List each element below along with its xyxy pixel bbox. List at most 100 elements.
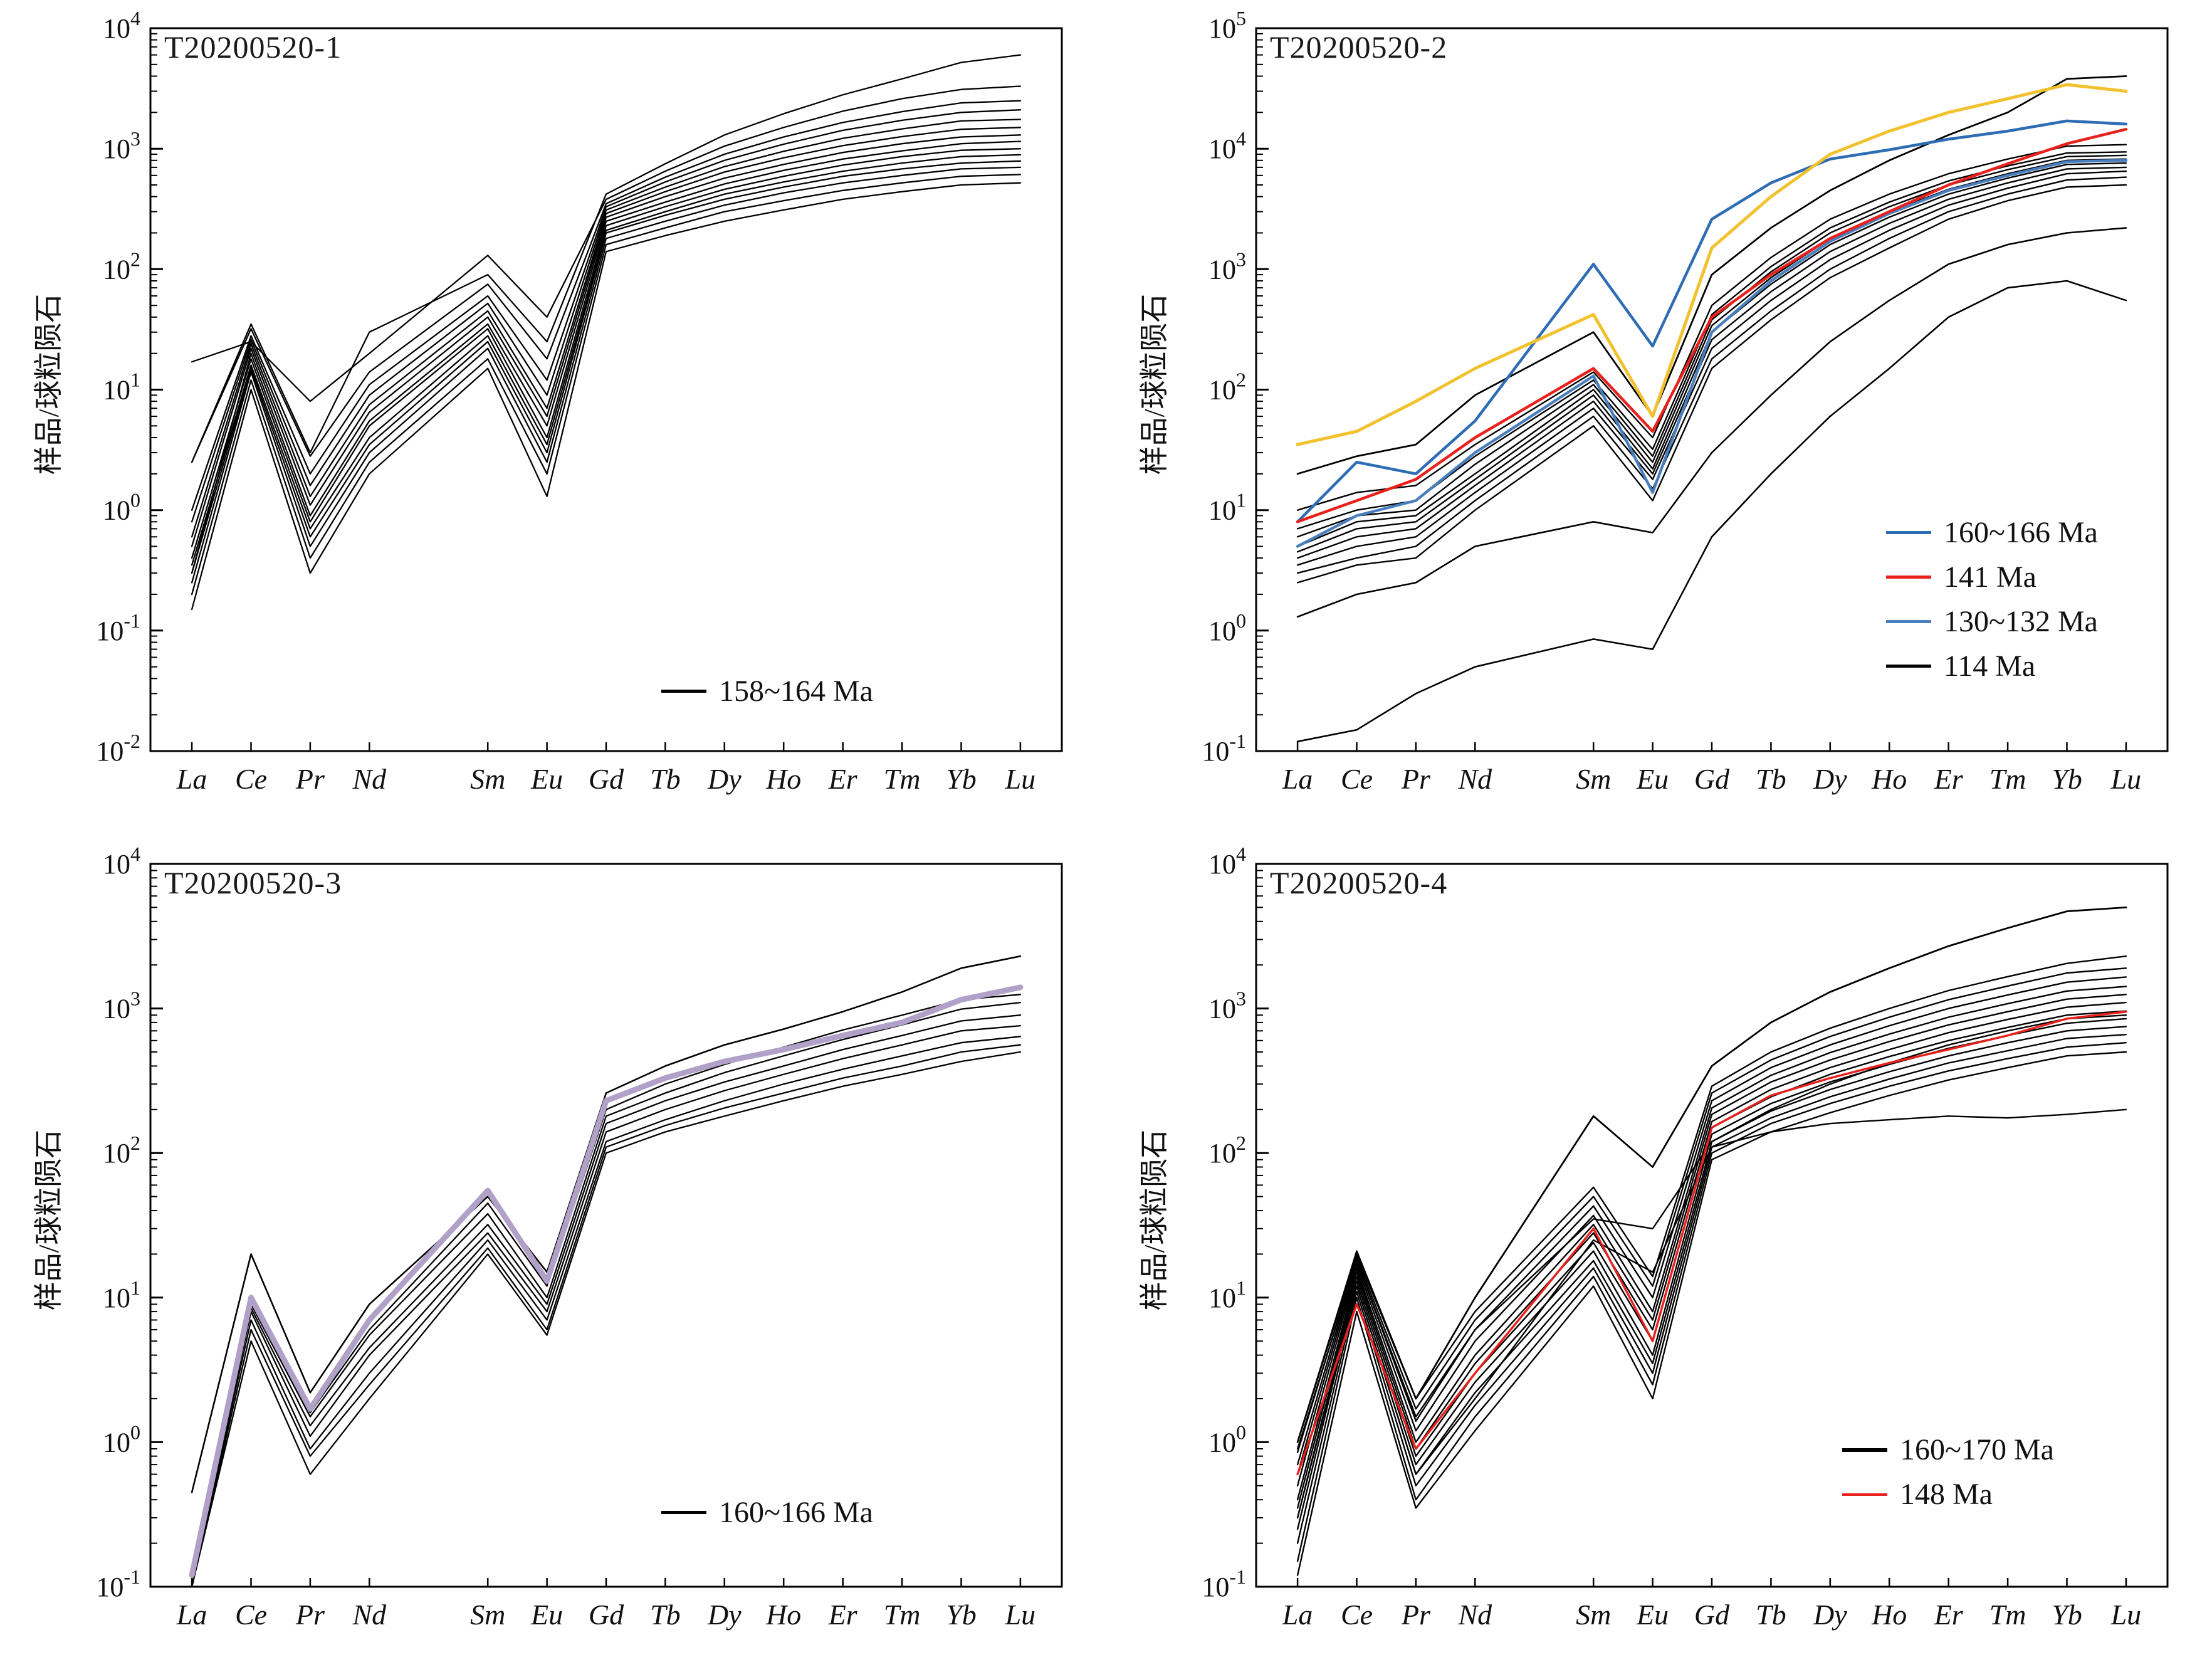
x-tick-label: Tb	[650, 763, 681, 795]
y-tick-label: 101	[103, 1276, 140, 1313]
x-tick-label: Tb	[650, 1599, 681, 1631]
series-line	[1296, 1001, 2127, 1501]
x-tick-label: Gd	[1694, 763, 1730, 795]
x-tick-label: Lu	[2110, 763, 2142, 795]
legend-label: 148 Ma	[1900, 1478, 1993, 1511]
panel-title: T20200520-2	[1270, 29, 1448, 65]
series-line	[191, 134, 1022, 547]
legend-label: 160~166 Ma	[1944, 516, 2098, 549]
legend-line-swatch	[661, 690, 706, 693]
y-tick-label: 101	[1208, 1276, 1246, 1313]
x-tick-label: Yb	[2052, 1599, 2082, 1631]
series-line	[1296, 227, 2127, 618]
series-line	[191, 148, 1022, 559]
series-line	[191, 994, 1022, 1576]
series-line	[1296, 976, 2127, 1466]
x-tick-label: La	[176, 1599, 207, 1631]
series-line	[1296, 119, 2128, 523]
y-tick-label: 103	[103, 127, 140, 164]
series-line	[1296, 184, 2127, 584]
legend-line-swatch	[1842, 1448, 1887, 1452]
series-line	[189, 984, 1024, 1579]
legend: 160~166 Ma 141 Ma 130~132 Ma 114 Ma	[1886, 515, 2098, 683]
plot-frame	[149, 863, 1063, 1588]
legend: 158~164 Ma	[661, 674, 873, 708]
legend-line-swatch	[1886, 665, 1931, 668]
x-tick-label: Ce	[1341, 1599, 1373, 1631]
series-line	[1296, 159, 2128, 548]
x-tick-label: Tm	[1989, 1599, 2026, 1631]
series-line	[191, 166, 1022, 584]
legend-line-swatch	[1886, 620, 1931, 623]
y-tick-label: 102	[1208, 369, 1246, 406]
series-line	[191, 54, 1022, 463]
y-axis-label: 样品/球粒陨石	[1138, 293, 1170, 475]
legend-line-swatch	[1886, 531, 1931, 534]
plot-frame	[149, 27, 1063, 752]
x-tick-label: Eu	[530, 763, 563, 795]
series-line	[191, 154, 1022, 566]
x-tick-label: Sm	[470, 763, 505, 795]
x-tick-label: Ho	[1871, 763, 1907, 795]
y-tick-label: 102	[103, 248, 140, 285]
y-tick-label: 103	[103, 987, 140, 1024]
x-tick-label: La	[1282, 1599, 1313, 1631]
x-tick-label: Pr	[295, 763, 325, 795]
x-tick-label: Tb	[1756, 1599, 1786, 1631]
series-line	[1296, 75, 2127, 475]
ree-spider-chart-1: 10-2 10-1 100 101 102 103 104 La Ce Pr Nd Sm Eu Gd Tb D…	[96, 7, 1063, 795]
x-tick-label: Ho	[1871, 1599, 1907, 1631]
y-tick-label: 104	[103, 843, 140, 880]
series-line	[1296, 907, 2127, 1443]
x-tick-label: Er	[1934, 1599, 1964, 1631]
series-line	[191, 1044, 1022, 1587]
y-tick-label: 104	[1208, 843, 1246, 880]
y-tick-label: 10-1	[96, 609, 140, 646]
series-line	[191, 174, 1022, 596]
series-line	[1296, 1034, 2127, 1544]
legend: 160~166 Ma	[661, 1495, 873, 1530]
y-tick-label: 10-1	[1202, 1565, 1246, 1602]
series-line	[191, 1024, 1022, 1587]
legend-item: 160~166 Ma	[661, 1495, 873, 1530]
x-tick-label: Sm	[470, 1599, 505, 1631]
y-axis-label: 样品/球粒陨石	[1138, 1129, 1170, 1311]
series-line	[1296, 127, 2128, 523]
x-tick-label: Eu	[1636, 1599, 1669, 1631]
x-tick-label: Er	[828, 763, 858, 795]
x-tick-label: Gd	[589, 763, 624, 795]
x-tick-label: Tb	[1756, 763, 1786, 795]
x-tick-label: Sm	[1576, 763, 1611, 795]
y-tick-label: 10-2	[96, 730, 140, 767]
series-line	[191, 1051, 1022, 1587]
y-tick-label: 105	[1208, 7, 1246, 44]
x-tick-label: Eu	[1636, 763, 1669, 795]
series-line	[1296, 158, 2127, 547]
legend-line-swatch	[1886, 576, 1931, 579]
x-tick-label: Dy	[1813, 763, 1847, 795]
series-group	[189, 955, 1024, 1587]
series-line	[1296, 955, 2127, 1443]
legend-label: 130~132 Ma	[1944, 605, 2098, 638]
y-tick-label: 100	[103, 1421, 140, 1458]
series-line	[191, 1036, 1022, 1587]
x-tick-label: Lu	[1005, 763, 1036, 795]
series-group	[1296, 907, 2127, 1576]
series-line	[1296, 154, 2127, 538]
x-tick-label: Gd	[589, 1599, 624, 1631]
panel-t20200520-3: 10-1 100 101 102 103 104 La Ce Pr Nd Sm Eu Gd Tb Dy Ho E…	[0, 836, 1106, 1671]
series-line	[191, 85, 1022, 402]
legend-item: 141 Ma	[1886, 560, 2098, 594]
y-axis-label: 样品/球粒陨石	[33, 1129, 65, 1311]
series-line	[1296, 1014, 2127, 1450]
series-line	[1296, 170, 2127, 566]
x-tick-label: La	[176, 763, 207, 795]
x-tick-label: Ce	[1341, 763, 1373, 795]
panel-title: T20200520-1	[164, 29, 342, 65]
x-tick-label: Er	[1934, 763, 1964, 795]
series-line	[1296, 1010, 2127, 1476]
x-tick-label: Ho	[765, 1599, 801, 1631]
legend-item: 160~170 Ma	[1842, 1433, 2054, 1467]
x-tick-label: Pr	[1401, 1599, 1431, 1631]
x-tick-label: Pr	[1401, 763, 1431, 795]
